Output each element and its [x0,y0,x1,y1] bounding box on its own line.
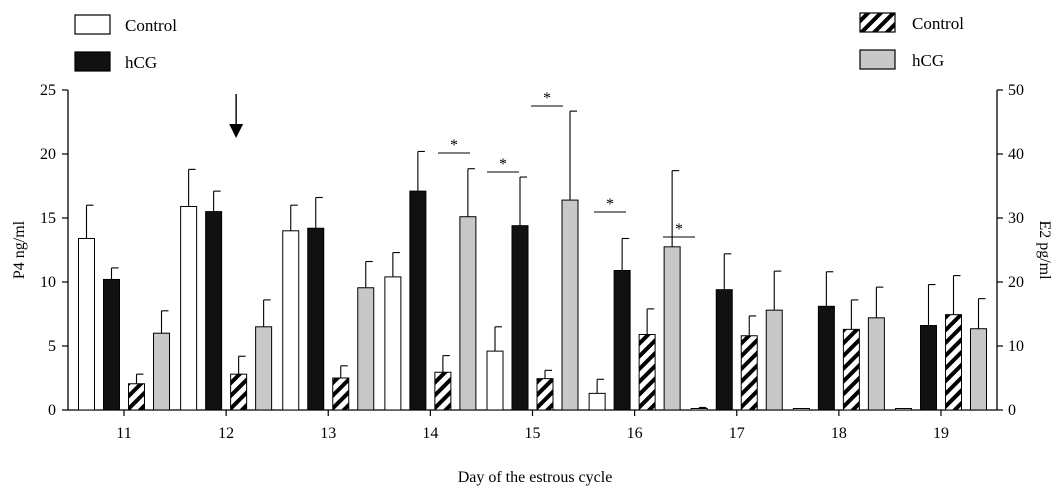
y-tick-label-right: 30 [1008,210,1024,227]
y-ticks-right: 0 10 20 30 40 50 [997,82,1024,419]
bar-black-19 [920,325,937,411]
y-ticks-left: 0 5 10 15 20 25 [40,82,68,419]
arrow-head-icon [229,124,244,138]
bar-grey-11 [153,332,170,411]
significance-star: * [450,137,458,154]
y-tick-label-left: 5 [48,338,56,355]
x-ticks: 11 12 13 14 15 16 17 18 19 [116,410,949,442]
y-tick-label-right: 10 [1008,338,1024,355]
y-tick-label-left: 10 [40,274,56,291]
bar-black-12 [205,211,223,411]
significance-markers: * * * * * [438,90,695,238]
x-tick-label: 14 [422,425,438,442]
y-tick-label-left: 20 [40,146,56,163]
y-tick-label-right: 40 [1008,146,1024,163]
bar-grey-19 [970,328,987,411]
significance-star: * [675,221,683,238]
bar-hatched-18 [842,328,860,411]
bar-white-12 [180,205,198,411]
legend-label-control-e2: Control [912,14,964,33]
x-tick-label: 12 [218,425,234,442]
bar-white-17 [690,408,708,411]
legend-swatch-control-white [74,14,111,35]
bar-grey-14 [459,216,477,411]
y-tick-label-left: 25 [40,82,56,99]
bar-grey-15 [561,199,579,411]
x-tick-label: 13 [320,425,336,442]
legend-label-hcg-e2: hCG [912,51,944,70]
y-tick-label-right: 20 [1008,274,1024,291]
bar-white-16 [588,392,606,411]
legend-right: Control hCG [859,12,964,70]
bar-white-14 [384,276,402,411]
x-tick-label: 18 [831,425,847,442]
bar-hatched-15 [536,378,554,411]
legend-left: Control hCG [74,14,177,72]
significance-star: * [606,196,614,213]
x-axis-title: Day of the estrous cycle [458,469,613,486]
y-tick-label-right: 0 [1008,402,1016,419]
bar-black-16 [613,269,631,411]
bar-black-14 [409,190,427,411]
legend-swatch-hcg-grey [859,49,896,70]
y-tick-label-left: 0 [48,402,56,419]
error-bars [85,110,986,409]
bar-black-18 [817,305,835,411]
significance-star: * [499,156,507,173]
treatment-arrow [229,94,244,138]
bar-grey-13 [357,287,375,411]
y-tick-label-left: 15 [40,210,56,227]
legend-swatch-hcg-black [74,51,111,72]
x-tick-label: 19 [933,425,949,442]
bar-black-11 [103,278,120,411]
bar-hatched-16 [638,333,656,411]
bar-hatched-19 [945,314,962,411]
legend-label-hcg-p4: hCG [125,53,157,72]
bar-grey-17 [765,309,783,411]
bar-hatched-13 [332,377,350,411]
bar-grey-18 [867,317,885,411]
bar-grey-12 [255,326,273,411]
bar-hatched-17 [740,335,758,411]
x-tick-label: 11 [116,425,131,442]
x-tick-label: 15 [525,425,541,442]
bar-hatched-11 [128,383,145,411]
bar-hatched-14 [434,371,452,411]
significance-star: * [543,90,551,107]
bar-white-13 [282,230,300,411]
bar-white-11 [78,237,95,411]
bar-white-15 [486,350,504,411]
bar-white-18 [792,408,810,411]
legend-swatch-control-hatched [859,12,896,33]
x-tick-label: 17 [729,425,745,442]
bar-black-15 [511,225,529,411]
x-tick-label: 16 [627,425,643,442]
bar-grey-16 [663,246,681,411]
bar-black-17 [715,289,733,411]
bar-white-19 [895,408,912,411]
bar-black-13 [307,227,325,411]
y-axis-title-left: P4 ng/ml [11,220,28,279]
y-tick-label-right: 50 [1008,82,1024,99]
bar-hatched-12 [230,373,248,411]
bars [78,190,987,411]
y-axis-title-right: E2 pg/ml [1036,220,1053,280]
legend-label-control-p4: Control [125,16,177,35]
